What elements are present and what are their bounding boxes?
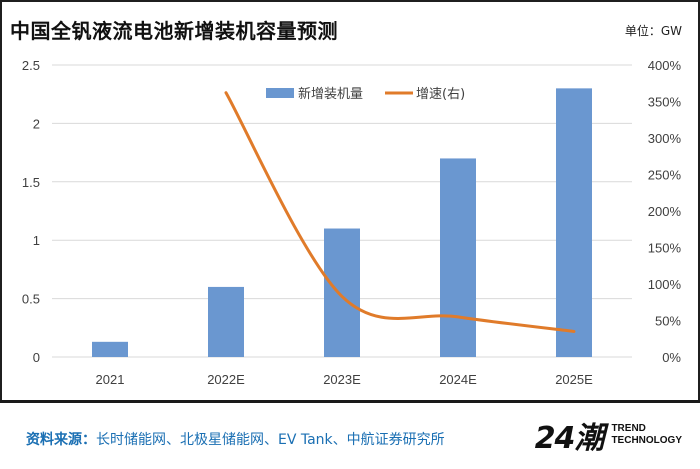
left-tick-label: 0.5 bbox=[22, 292, 40, 307]
bar bbox=[440, 158, 476, 357]
bar bbox=[208, 287, 244, 357]
right-axis-ticks: 0% 50% 100% 150% 200% 250% 300% 350% 400% bbox=[648, 58, 682, 365]
right-tick-label: 300% bbox=[648, 131, 682, 146]
left-tick-label: 1.5 bbox=[22, 175, 40, 190]
right-tick-label: 250% bbox=[648, 168, 682, 183]
right-tick-label: 150% bbox=[648, 241, 682, 256]
right-tick-label: 0% bbox=[662, 350, 681, 365]
footer: 资料来源：长时储能网、北极星储能网、EV Tank、中航证券研究所 24潮 TR… bbox=[0, 400, 700, 469]
left-tick-label: 0 bbox=[33, 350, 40, 365]
brand-logo: 24潮 TREND TECHNOLOGY bbox=[535, 415, 682, 455]
x-tick-label: 2025E bbox=[555, 372, 593, 387]
right-tick-label: 400% bbox=[648, 58, 682, 73]
left-tick-label: 1 bbox=[33, 233, 40, 248]
left-axis-ticks: 0 0.5 1 1.5 2 2.5 bbox=[22, 58, 40, 365]
right-tick-label: 100% bbox=[648, 277, 682, 292]
legend-bar-swatch bbox=[266, 88, 294, 98]
logo-number: 24潮 bbox=[535, 413, 604, 457]
logo-words: TREND TECHNOLOGY bbox=[611, 423, 682, 447]
right-tick-label: 350% bbox=[648, 95, 682, 110]
x-tick-label: 2021 bbox=[96, 372, 125, 387]
right-tick-label: 50% bbox=[655, 314, 681, 329]
chart-svg: 0 0.5 1 1.5 2 2.5 0% 50% 100% 150% 200% 250% 300% 35… bbox=[0, 0, 700, 400]
legend-line-label: 增速(右) bbox=[416, 87, 465, 102]
x-tick-label: 2024E bbox=[439, 372, 477, 387]
bar-series bbox=[92, 88, 592, 357]
x-axis-ticks: 2021 2022E 2023E 2024E 2025E bbox=[96, 372, 594, 387]
x-tick-label: 2022E bbox=[207, 372, 245, 387]
bar bbox=[556, 88, 592, 357]
growth-line-series bbox=[226, 93, 574, 332]
source-label: 资料来源： bbox=[26, 432, 96, 448]
source-note: 资料来源：长时储能网、北极星储能网、EV Tank、中航证券研究所 bbox=[26, 429, 445, 449]
source-text: 长时储能网、北极星储能网、EV Tank、中航证券研究所 bbox=[96, 432, 445, 448]
logo-line-2: TECHNOLOGY bbox=[611, 435, 682, 447]
bar bbox=[92, 342, 128, 357]
legend: 新增装机量 增速(右) bbox=[266, 86, 465, 102]
growth-line bbox=[226, 93, 574, 332]
left-tick-label: 2 bbox=[33, 116, 40, 131]
right-tick-label: 200% bbox=[648, 204, 682, 219]
left-tick-label: 2.5 bbox=[22, 58, 40, 73]
bar bbox=[324, 229, 360, 357]
legend-bar-label: 新增装机量 bbox=[298, 86, 363, 102]
logo-line-1: TREND bbox=[611, 423, 682, 435]
x-tick-label: 2023E bbox=[323, 372, 361, 387]
